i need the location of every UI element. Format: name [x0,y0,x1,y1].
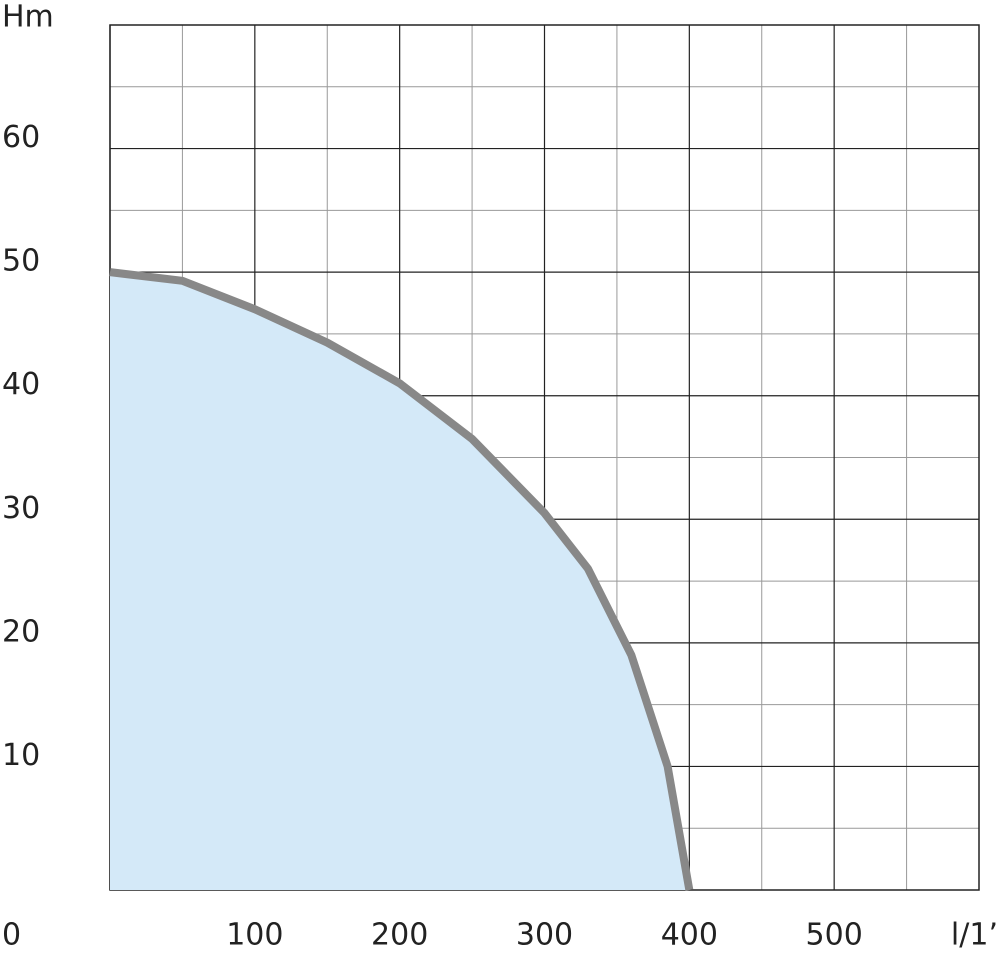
x-axis-label: l/1’ [951,918,998,953]
x-tick-label: 400 [661,918,718,953]
y-tick-label: 30 [2,491,40,526]
y-tick-label: 20 [2,614,40,649]
curve-line [109,268,694,891]
x-tick-label: 500 [806,918,863,953]
y-tick-label: 40 [2,367,40,402]
x-tick-label: 200 [371,918,428,953]
y-tick-label: 60 [2,120,40,155]
x-tick-label: 0 [2,918,21,953]
x-tick-label: 100 [226,918,283,953]
area [110,272,690,891]
x-tick-label: 300 [516,918,573,953]
y-tick-label: 10 [2,738,40,773]
y-tick-label: 50 [2,244,40,279]
data [110,272,690,891]
y-axis-label: Hm [2,0,54,35]
